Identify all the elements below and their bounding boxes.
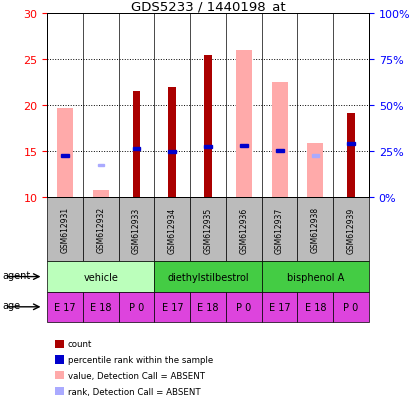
FancyBboxPatch shape [154,262,261,292]
Bar [92,190,108,198]
Bar [311,155,318,158]
FancyBboxPatch shape [154,198,190,262]
FancyBboxPatch shape [47,292,83,322]
Text: E 17: E 17 [161,302,183,312]
FancyBboxPatch shape [190,292,225,322]
FancyBboxPatch shape [154,292,190,322]
FancyBboxPatch shape [225,198,261,262]
FancyBboxPatch shape [333,198,368,262]
Text: E 18: E 18 [304,302,325,312]
Bar [132,148,140,151]
FancyBboxPatch shape [261,198,297,262]
Text: diethylstilbestrol: diethylstilbestrol [167,272,248,282]
Text: GSM612937: GSM612937 [274,207,283,253]
Bar [132,92,140,198]
Text: P 0: P 0 [128,302,144,312]
FancyBboxPatch shape [83,198,118,262]
Text: count: count [67,339,92,349]
Text: bisphenol A: bisphenol A [286,272,343,282]
FancyBboxPatch shape [47,262,154,292]
Text: GSM612938: GSM612938 [310,207,319,253]
FancyBboxPatch shape [190,198,225,262]
Text: GSM612933: GSM612933 [132,207,141,253]
Bar [235,51,251,198]
FancyBboxPatch shape [333,292,368,322]
Text: rank, Detection Call = ABSENT: rank, Detection Call = ABSENT [67,387,200,396]
Text: E 17: E 17 [268,302,290,312]
Bar [97,164,104,167]
Text: GSM612935: GSM612935 [203,207,212,253]
Text: age: age [2,301,20,311]
FancyBboxPatch shape [118,292,154,322]
Text: GSM612934: GSM612934 [167,207,176,253]
Bar [168,88,176,198]
Text: GSM612931: GSM612931 [61,207,70,253]
FancyBboxPatch shape [47,198,83,262]
Text: P 0: P 0 [343,302,358,312]
Text: GSM612932: GSM612932 [96,207,105,253]
Bar [346,113,354,198]
Bar [168,150,176,153]
Bar [346,143,354,146]
Bar [275,150,283,152]
FancyBboxPatch shape [297,292,333,322]
Text: GSM612939: GSM612939 [346,207,355,253]
Bar [57,109,73,198]
FancyBboxPatch shape [83,292,118,322]
FancyBboxPatch shape [261,292,297,322]
Bar [204,146,211,149]
Text: vehicle: vehicle [83,272,118,282]
Bar [204,55,211,198]
Text: E 17: E 17 [54,302,76,312]
Text: agent: agent [2,271,30,280]
Bar [61,155,69,158]
Text: P 0: P 0 [236,302,251,312]
FancyBboxPatch shape [261,262,368,292]
FancyBboxPatch shape [118,198,154,262]
FancyBboxPatch shape [297,198,333,262]
Text: E 18: E 18 [197,302,218,312]
Text: E 18: E 18 [90,302,111,312]
Text: GSM612936: GSM612936 [239,207,248,253]
Text: percentile rank within the sample: percentile rank within the sample [67,355,212,364]
Bar [239,145,247,148]
Bar [271,83,287,198]
Text: value, Detection Call = ABSENT: value, Detection Call = ABSENT [67,371,204,380]
Bar [307,144,323,198]
Title: GDS5233 / 1440198_at: GDS5233 / 1440198_at [130,0,285,13]
FancyBboxPatch shape [225,292,261,322]
